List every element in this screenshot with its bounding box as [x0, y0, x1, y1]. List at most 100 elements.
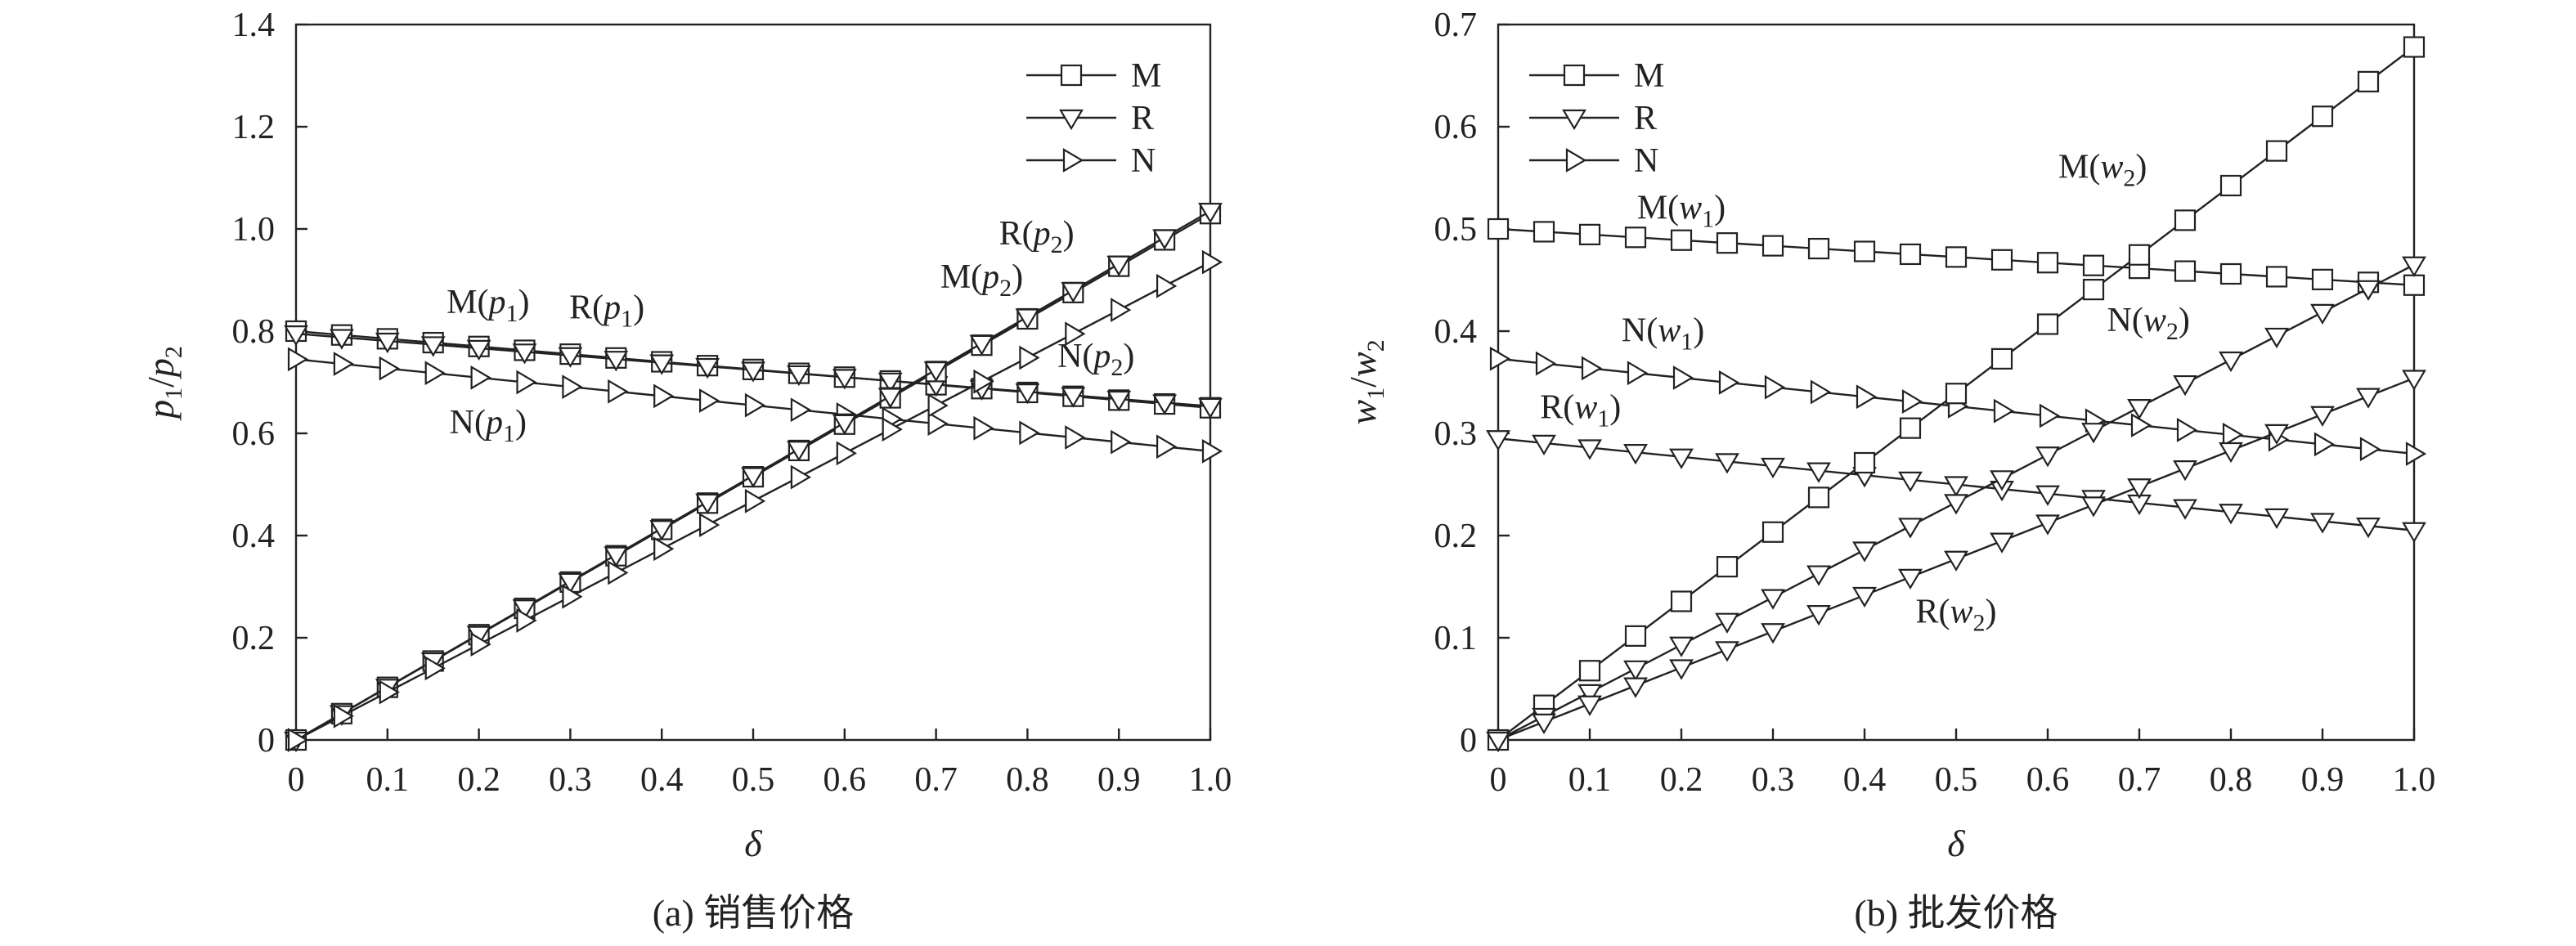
- data-point: [512, 343, 537, 365]
- y-tick-label: 0.2: [232, 620, 276, 657]
- data-point: [379, 356, 400, 381]
- data-point: [2127, 399, 2152, 420]
- x-tick-label: 0.9: [1097, 761, 1141, 799]
- data-point: [2173, 460, 2197, 482]
- data-point: [744, 392, 766, 418]
- data-point: [1106, 255, 1132, 276]
- panel-b: 0 0.1 0.2 0.3 0.4 0.5 0.6 0.7 0.8 0.9 1.0 0 0.1 0.2 0.…: [1342, 7, 2435, 934]
- data-point: [1623, 677, 1648, 698]
- series-np1: [287, 347, 1223, 464]
- data-point: [2356, 280, 2381, 301]
- data-point: [1899, 243, 1922, 266]
- data-point: [1945, 383, 1968, 405]
- data-point: [2264, 327, 2289, 349]
- data-point: [1624, 226, 1647, 249]
- data-point: [1718, 370, 1740, 395]
- data-point: [1065, 321, 1086, 347]
- data-point: [744, 488, 766, 513]
- data-point: [649, 354, 675, 375]
- data-point: [2357, 70, 2380, 92]
- legend-label: M: [1131, 57, 1161, 95]
- data-point: [1715, 641, 1739, 662]
- y-tick-label: 0: [1460, 722, 1477, 760]
- data-point: [1761, 521, 1784, 543]
- data-point: [741, 361, 765, 383]
- data-point: [1106, 390, 1132, 412]
- y-tick-label: 0.6: [1434, 109, 1478, 146]
- data-point: [1486, 731, 1510, 753]
- data-point: [2081, 496, 2106, 518]
- x-tick-label: 0.4: [1843, 761, 1887, 799]
- data-point: [379, 679, 400, 705]
- data-point: [2265, 140, 2288, 162]
- data-point: [1152, 394, 1178, 415]
- y-tick-label: 0.7: [1434, 7, 1478, 44]
- data-point: [1623, 444, 1648, 465]
- data-point: [2402, 256, 2426, 277]
- data-point: [1198, 203, 1223, 224]
- data-point: [1944, 550, 1968, 572]
- data-point: [1577, 439, 1602, 460]
- data-point: [1898, 568, 1923, 590]
- x-tick-label: 0: [288, 761, 305, 799]
- data-point: [2264, 508, 2289, 530]
- data-point: [1852, 541, 1877, 563]
- y-tick-label: 0.3: [1434, 415, 1478, 453]
- y-tick-label: 0.2: [1434, 518, 1478, 555]
- data-point: [2128, 244, 2151, 266]
- series-mw2: [1487, 36, 2426, 751]
- series-annotation: M(p1): [447, 284, 529, 327]
- series-annotation: N(w1): [1622, 312, 1704, 356]
- data-point: [2127, 478, 2152, 500]
- data-point: [1764, 374, 1786, 400]
- y-axis-label: w1/w2: [1342, 339, 1389, 424]
- data-point: [927, 393, 949, 418]
- x-axis-label: δ: [1947, 823, 1965, 864]
- data-point: [2310, 406, 2335, 427]
- data-point: [1061, 387, 1086, 408]
- series-annotation: M(w2): [2058, 149, 2147, 192]
- data-point: [470, 632, 491, 657]
- legend-marker: [1060, 64, 1083, 87]
- data-point: [2174, 209, 2197, 231]
- data-point: [877, 372, 903, 393]
- y-tick-label: 1.4: [232, 7, 276, 44]
- data-point: [1577, 684, 1602, 706]
- x-tick-label: 0.3: [1752, 761, 1795, 799]
- data-point: [2035, 446, 2060, 468]
- data-point: [2130, 413, 2152, 438]
- data-point: [1716, 556, 1739, 578]
- series-nw1: [1489, 346, 2427, 466]
- data-point: [2035, 514, 2060, 536]
- data-point: [512, 599, 537, 621]
- legend-marker: [1059, 109, 1084, 131]
- data-point: [1627, 361, 1649, 386]
- data-point: [832, 369, 857, 390]
- data-point: [1669, 636, 1694, 657]
- data-point: [1111, 429, 1132, 455]
- data-point: [2173, 374, 2197, 397]
- y-axis-label: p1/p2: [140, 346, 187, 421]
- y-tick-label: 0.4: [1434, 313, 1478, 351]
- data-point: [2359, 437, 2381, 462]
- data-point: [1486, 430, 1510, 451]
- x-tick-label: 1.0: [2393, 761, 2436, 799]
- legend-label: M: [1634, 57, 1664, 95]
- data-point: [2264, 424, 2289, 446]
- y-tick-label: 0.4: [232, 518, 276, 555]
- x-tick-label: 0.1: [366, 761, 410, 799]
- data-point: [786, 441, 811, 462]
- legend-label: R: [1634, 100, 1657, 137]
- series-mw1: [1487, 217, 2426, 296]
- data-point: [333, 703, 355, 729]
- data-point: [1807, 486, 1830, 509]
- data-point: [333, 352, 355, 376]
- data-point: [1065, 425, 1086, 450]
- data-point: [1533, 221, 1555, 243]
- data-point: [1853, 451, 1876, 474]
- series-np2: [287, 249, 1223, 752]
- data-point: [287, 728, 309, 752]
- data-point: [2403, 274, 2426, 296]
- legend: MRN: [1026, 57, 1161, 180]
